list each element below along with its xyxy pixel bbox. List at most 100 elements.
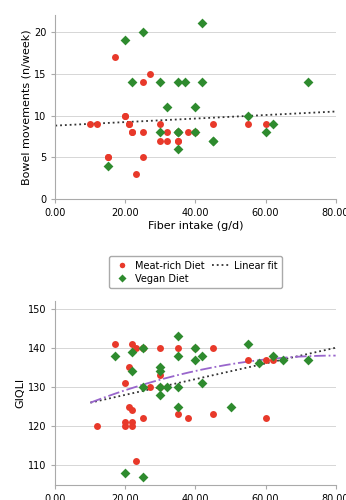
Point: [140, 28, 146, 36]
X-axis label: Fiber intake (g/d): Fiber intake (g/d): [148, 221, 243, 231]
Point: [175, 128, 181, 136]
Point: [158, 391, 163, 399]
Point: [165, 103, 170, 111]
Y-axis label: GIQLI: GIQLI: [15, 378, 25, 408]
Point: [175, 344, 181, 351]
Point: [130, 128, 135, 136]
Point: [158, 371, 163, 379]
Point: [182, 78, 188, 86]
Point: [130, 128, 135, 136]
Point: [122, 418, 128, 426]
Point: [105, 162, 111, 170]
Point: [158, 120, 163, 128]
Point: [105, 154, 111, 162]
Point: [175, 402, 181, 410]
Point: [263, 128, 268, 136]
Point: [140, 128, 146, 136]
Point: [94, 422, 100, 430]
Point: [193, 344, 198, 351]
Point: [245, 340, 251, 348]
Point: [175, 145, 181, 153]
Point: [122, 112, 128, 120]
Point: [175, 128, 181, 136]
Point: [126, 402, 132, 410]
Point: [140, 414, 146, 422]
Point: [133, 344, 139, 351]
Point: [158, 136, 163, 144]
Point: [263, 120, 268, 128]
Point: [210, 120, 216, 128]
Point: [175, 332, 181, 340]
Point: [130, 78, 135, 86]
Point: [122, 379, 128, 387]
Point: [158, 383, 163, 391]
Point: [270, 352, 275, 360]
Point: [140, 344, 146, 351]
Point: [126, 120, 132, 128]
Point: [158, 383, 163, 391]
Point: [305, 78, 310, 86]
Point: [112, 340, 118, 348]
Point: [193, 344, 198, 351]
Point: [193, 128, 198, 136]
Point: [94, 120, 100, 128]
Y-axis label: Bowel movements (n/week): Bowel movements (n/week): [21, 30, 31, 185]
Point: [210, 410, 216, 418]
Point: [122, 36, 128, 44]
Point: [210, 136, 216, 144]
Point: [200, 379, 205, 387]
Point: [133, 170, 139, 178]
Point: [122, 112, 128, 120]
Point: [175, 136, 181, 144]
Point: [165, 136, 170, 144]
Point: [175, 128, 181, 136]
Point: [186, 414, 191, 422]
Point: [228, 402, 233, 410]
Point: [305, 356, 310, 364]
Point: [126, 120, 132, 128]
Point: [193, 128, 198, 136]
Point: [256, 360, 261, 368]
Point: [130, 340, 135, 348]
Point: [175, 410, 181, 418]
Point: [175, 78, 181, 86]
Point: [140, 154, 146, 162]
Point: [193, 356, 198, 364]
Point: [270, 120, 275, 128]
Point: [245, 112, 251, 120]
Point: [147, 70, 153, 78]
Point: [175, 383, 181, 391]
Point: [112, 352, 118, 360]
Point: [158, 368, 163, 376]
Point: [130, 422, 135, 430]
Point: [130, 406, 135, 414]
Point: [200, 78, 205, 86]
Point: [122, 422, 128, 430]
Point: [122, 469, 128, 477]
Point: [105, 154, 111, 162]
Point: [263, 414, 268, 422]
Point: [245, 120, 251, 128]
Point: [140, 344, 146, 351]
Point: [175, 128, 181, 136]
Point: [140, 473, 146, 481]
Point: [210, 136, 216, 144]
Point: [280, 356, 286, 364]
Point: [140, 78, 146, 86]
Point: [147, 383, 153, 391]
Point: [165, 383, 170, 391]
Point: [133, 458, 139, 466]
Point: [200, 20, 205, 28]
Point: [88, 120, 93, 128]
Point: [130, 368, 135, 376]
Point: [245, 356, 251, 364]
Point: [158, 344, 163, 351]
Point: [158, 128, 163, 136]
Point: [263, 356, 268, 364]
Point: [126, 364, 132, 372]
Point: [140, 383, 146, 391]
Point: [158, 78, 163, 86]
Point: [175, 352, 181, 360]
Point: [130, 418, 135, 426]
Point: [210, 344, 216, 351]
